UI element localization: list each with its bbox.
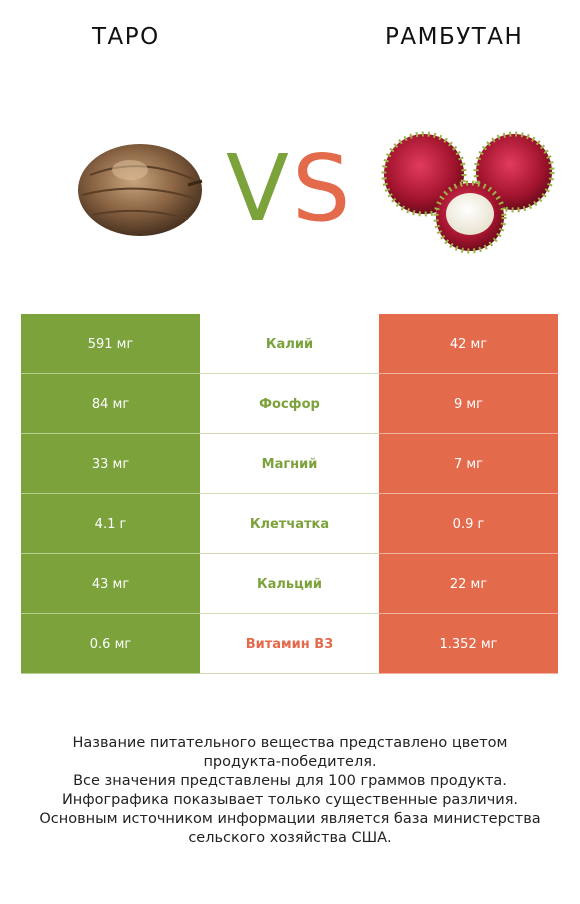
left-value-cell: 0.6 мг — [21, 614, 200, 674]
left-product-title: ТАРО — [92, 24, 160, 50]
footnote-line: продукта-победителя. — [203, 754, 377, 770]
row-divider — [21, 553, 200, 554]
table-row: 591 мг Калий 42 мг — [21, 314, 558, 374]
row-divider — [21, 673, 200, 674]
right-value-cell: 22 мг — [379, 554, 558, 614]
table-row: 0.6 мг Витамин B3 1.352 мг — [21, 614, 558, 674]
rambutan-image — [381, 131, 555, 254]
right-value-cell: 42 мг — [379, 314, 558, 374]
nutrient-name-cell: Витамин B3 — [200, 614, 379, 674]
vs-s-letter: S — [292, 135, 350, 235]
footnote-line: Инфографика показывает только существенн… — [61, 792, 519, 808]
left-value-cell: 33 мг — [21, 434, 200, 494]
footnote-line: Основным источником информации является … — [39, 811, 541, 827]
footnotes: Название питательного вещества представл… — [0, 734, 580, 848]
nutrient-name-cell: Кальций — [200, 554, 379, 614]
right-value-cell: 9 мг — [379, 374, 558, 434]
row-divider — [379, 553, 558, 554]
row-divider — [21, 493, 200, 494]
footnote-line: Все значения представлены для 100 граммо… — [73, 773, 507, 789]
nutrient-name-cell: Клетчатка — [200, 494, 379, 554]
left-value-cell: 4.1 г — [21, 494, 200, 554]
row-divider — [379, 613, 558, 614]
row-divider — [21, 613, 200, 614]
table-row: 84 мг Фосфор 9 мг — [21, 374, 558, 434]
row-divider — [200, 433, 379, 434]
nutrient-name-cell: Калий — [200, 314, 379, 374]
row-divider — [21, 433, 200, 434]
row-divider — [379, 673, 558, 674]
row-divider — [379, 373, 558, 374]
row-divider — [200, 553, 379, 554]
row-divider — [21, 373, 200, 374]
right-value-cell: 0.9 г — [379, 494, 558, 554]
row-divider — [200, 613, 379, 614]
row-divider — [379, 433, 558, 434]
nutrient-name-cell: Фосфор — [200, 374, 379, 434]
footnote-line: Название питательного вещества представл… — [72, 735, 508, 751]
left-value-cell: 84 мг — [21, 374, 200, 434]
vs-v-letter: V — [226, 135, 289, 235]
footnote-line: сельского хозяйства США. — [188, 830, 392, 846]
table-row: 33 мг Магний 7 мг — [21, 434, 558, 494]
row-divider — [200, 673, 379, 674]
vs-label: V S — [226, 135, 350, 235]
row-divider — [200, 493, 379, 494]
nutrient-name-cell: Магний — [200, 434, 379, 494]
taro-image — [78, 144, 203, 236]
table-row: 4.1 г Клетчатка 0.9 г — [21, 494, 558, 554]
right-value-cell: 1.352 мг — [379, 614, 558, 674]
row-divider — [200, 373, 379, 374]
left-value-cell: 591 мг — [21, 314, 200, 374]
right-product-title: РАМБУТАН — [385, 24, 524, 50]
left-value-cell: 43 мг — [21, 554, 200, 614]
table-row: 43 мг Кальций 22 мг — [21, 554, 558, 614]
row-divider — [379, 493, 558, 494]
right-value-cell: 7 мг — [379, 434, 558, 494]
